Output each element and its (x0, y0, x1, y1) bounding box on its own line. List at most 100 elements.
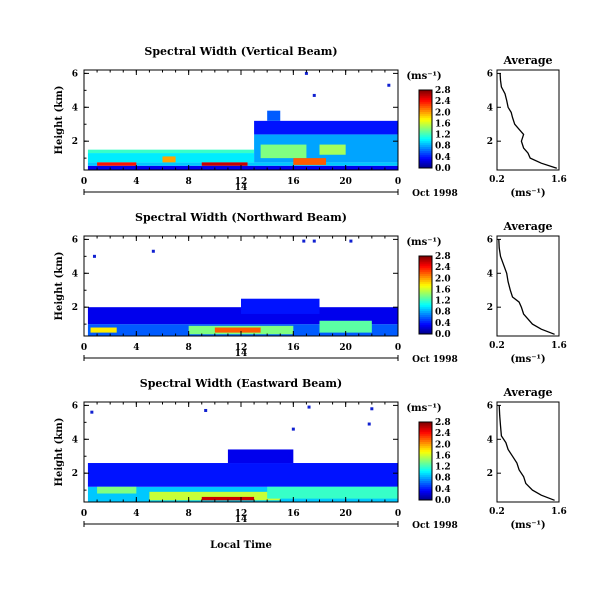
x-tick-label: 12 (235, 177, 248, 187)
date-label: Oct 1998 (412, 521, 458, 531)
colorbar-swatch (419, 322, 432, 325)
colorbar-swatch (419, 160, 432, 163)
panel-title: Spectral Width (Eastward Beam) (140, 377, 342, 390)
colorbar-swatch (419, 445, 432, 448)
average-y-tick-label: 2 (487, 469, 493, 479)
colorbar-tick-label: 1.6 (435, 119, 451, 129)
heatmap-cell (241, 298, 320, 314)
colorbar-swatch (419, 91, 432, 95)
colorbar-swatch (419, 103, 432, 107)
colorbar-swatch (419, 312, 432, 315)
colorbar-swatch (419, 482, 432, 485)
y-tick-label: 4 (72, 269, 78, 279)
average-x-tick-label: 0.2 (489, 507, 505, 517)
heatmap-dot (312, 239, 316, 243)
colorbar-swatch (419, 457, 432, 460)
colorbar-swatch (419, 310, 432, 314)
heatmap-cell (267, 110, 281, 121)
colorbar-swatch (419, 263, 432, 267)
panel-1: Spectral Width (Northward Beam)0 4 8 12 16 20… (54, 211, 567, 365)
colorbar-swatch (419, 306, 432, 310)
average-profile-line (499, 73, 558, 169)
colorbar-swatch (419, 492, 432, 495)
average-x-label: (ms⁻¹) (510, 354, 545, 365)
colorbar-swatch (419, 162, 432, 165)
average-x-tick-label: 0.2 (489, 341, 505, 351)
colorbar-swatch (419, 136, 432, 140)
colorbar-swatch (419, 328, 432, 331)
colorbar-swatch (419, 302, 432, 306)
average-y-tick-label: 6 (487, 235, 493, 245)
colorbar-swatch (419, 476, 432, 480)
colorbar-swatch (419, 496, 432, 499)
y-tick-label: 4 (72, 435, 78, 445)
heatmap-cell (227, 449, 294, 464)
average-x-tick-label: 0.2 (489, 175, 505, 185)
x-tick-label: 4 (133, 177, 139, 187)
y-tick-label: 6 (72, 235, 78, 245)
colorbar-swatch (419, 115, 432, 118)
panel-title: Spectral Width (Vertical Beam) (144, 45, 337, 58)
heatmap-cell (214, 327, 261, 333)
colorbar-tick-label: 2.8 (435, 418, 451, 428)
colorbar-swatch (419, 484, 432, 487)
colorbar-swatch (419, 330, 432, 333)
panel-2: Spectral Width (Eastward Beam)0 4 8 12 16 20 0… (54, 377, 567, 531)
y-tick-label: 2 (72, 303, 78, 313)
colorbar-swatch (419, 308, 432, 312)
colorbar-swatch (419, 296, 432, 300)
x-tick-label: 20 (339, 509, 352, 519)
colorbar-swatch (419, 320, 432, 323)
colorbar-tick-label: 0.8 (435, 142, 451, 152)
colorbar-swatch (419, 129, 432, 132)
colorbar-swatch (419, 125, 432, 128)
x-tick-label: 0 (81, 343, 87, 353)
x-tick-label: 8 (186, 177, 192, 187)
average-y-tick-label: 6 (487, 401, 493, 411)
colorbar-swatch (419, 281, 432, 284)
average-x-label: (ms⁻¹) (510, 188, 545, 199)
date-label: Oct 1998 (412, 189, 458, 199)
colorbar-swatch (419, 480, 432, 483)
heatmap-cell (293, 158, 327, 165)
colorbar-swatch (419, 314, 432, 317)
heatmap-cells (87, 405, 399, 502)
heatmap-cell (87, 463, 399, 487)
x-tick-label: 0 (81, 509, 87, 519)
colorbar-swatch (419, 144, 432, 148)
average-title: Average (502, 54, 552, 67)
x-axis-label: Local Time (210, 540, 272, 551)
colorbar-swatch (419, 494, 432, 497)
heatmap-dot (367, 422, 371, 426)
date-label: Oct 1998 (412, 355, 458, 365)
y-axis-label: Height (km) (54, 252, 65, 321)
colorbar-swatch (419, 132, 432, 136)
colorbar-swatch (419, 425, 432, 429)
colorbar-tick-label: 2.4 (435, 429, 451, 439)
heatmap-cell (97, 486, 137, 494)
average-frame (496, 69, 560, 171)
colorbar-tick-label: 2.4 (435, 263, 451, 273)
average-title: Average (502, 220, 552, 233)
colorbar-tick-label: 0.0 (435, 496, 451, 506)
colorbar-swatch (419, 295, 432, 298)
average-y-tick-label: 2 (487, 303, 493, 313)
colorbar-swatch (419, 461, 432, 464)
colorbar-swatch (419, 435, 432, 439)
colorbar-tick-label: 0.8 (435, 474, 451, 484)
colorbar-swatch (419, 277, 432, 280)
colorbar-unit: (ms⁻¹) (406, 237, 441, 248)
average-x-label: (ms⁻¹) (510, 520, 545, 531)
colorbar-swatch (419, 265, 432, 269)
heatmap-dot (312, 93, 316, 97)
heatmap-dot (204, 408, 208, 412)
colorbar-tick-label: 1.2 (435, 297, 451, 307)
colorbar-swatch (419, 486, 432, 489)
colorbar-tick-label: 0.0 (435, 164, 451, 174)
colorbar-swatch (419, 498, 432, 501)
colorbar-swatch (419, 488, 432, 491)
colorbar-swatch (419, 113, 432, 116)
colorbar-swatch (419, 437, 432, 441)
day-label: 14 (235, 515, 248, 525)
colorbar-swatch (419, 433, 432, 437)
